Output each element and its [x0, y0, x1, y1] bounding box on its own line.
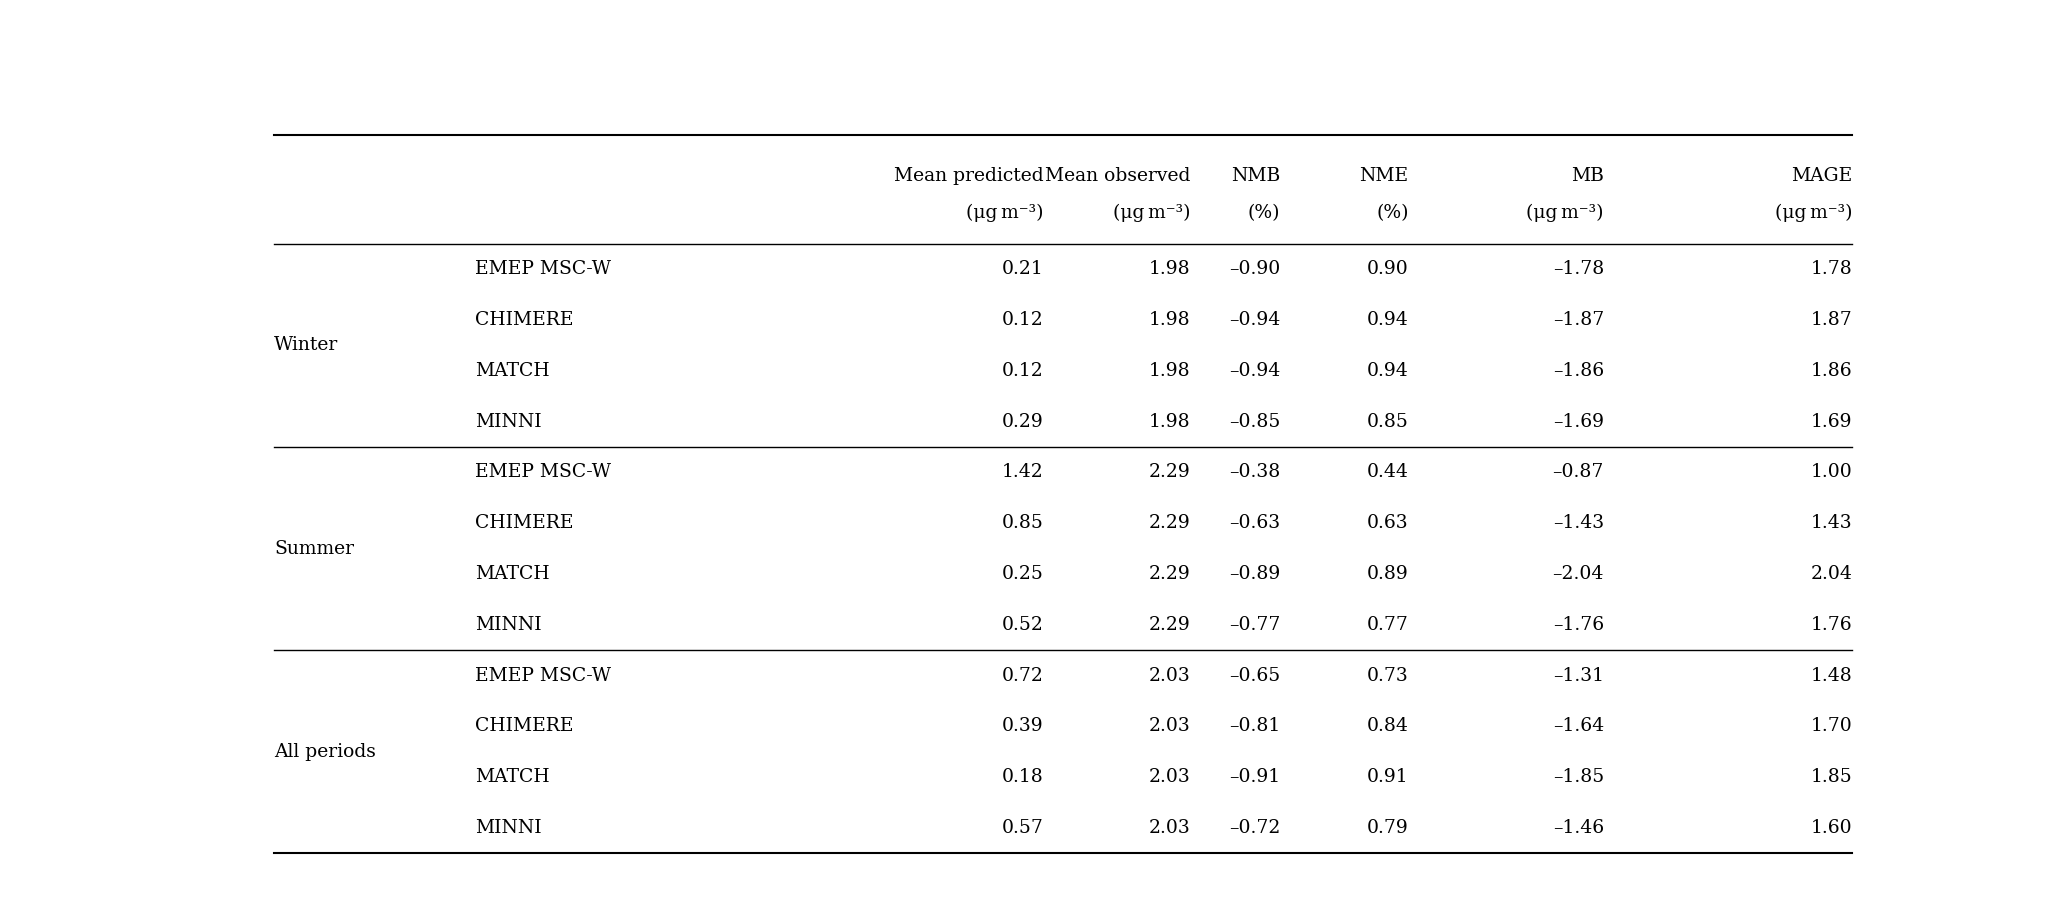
Text: (μg m⁻³): (μg m⁻³): [1776, 204, 1852, 223]
Text: Winter: Winter: [275, 336, 339, 354]
Text: 0.57: 0.57: [1000, 819, 1044, 837]
Text: 2.29: 2.29: [1149, 565, 1191, 583]
Text: 2.03: 2.03: [1149, 769, 1191, 786]
Text: 0.44: 0.44: [1366, 463, 1408, 482]
Text: 0.91: 0.91: [1366, 769, 1408, 786]
Text: Mean observed: Mean observed: [1046, 167, 1191, 185]
Text: 1.69: 1.69: [1811, 413, 1852, 431]
Text: 0.84: 0.84: [1366, 717, 1408, 736]
Text: MINNI: MINNI: [475, 616, 542, 634]
Text: –1.46: –1.46: [1552, 819, 1604, 837]
Text: 0.25: 0.25: [1000, 565, 1044, 583]
Text: –0.87: –0.87: [1552, 463, 1604, 482]
Text: MATCH: MATCH: [475, 362, 550, 380]
Text: 0.72: 0.72: [1000, 667, 1044, 684]
Text: –1.85: –1.85: [1552, 769, 1604, 786]
Text: 1.98: 1.98: [1149, 311, 1191, 329]
Text: 0.18: 0.18: [1002, 769, 1044, 786]
Text: (%): (%): [1248, 204, 1279, 223]
Text: 0.39: 0.39: [1002, 717, 1044, 736]
Text: NME: NME: [1360, 167, 1408, 185]
Text: 0.12: 0.12: [1002, 362, 1044, 380]
Text: Summer: Summer: [275, 540, 353, 558]
Text: (μg m⁻³): (μg m⁻³): [1528, 204, 1604, 223]
Text: 2.04: 2.04: [1811, 565, 1852, 583]
Text: –0.77: –0.77: [1230, 616, 1279, 634]
Text: –1.31: –1.31: [1552, 667, 1604, 684]
Text: –2.04: –2.04: [1552, 565, 1604, 583]
Text: 0.29: 0.29: [1002, 413, 1044, 431]
Text: 1.78: 1.78: [1811, 260, 1852, 278]
Text: (%): (%): [1377, 204, 1408, 223]
Text: –0.81: –0.81: [1230, 717, 1279, 736]
Text: 0.90: 0.90: [1366, 260, 1408, 278]
Text: 1.87: 1.87: [1811, 311, 1852, 329]
Text: (μg m⁻³): (μg m⁻³): [1114, 204, 1191, 223]
Text: –0.90: –0.90: [1230, 260, 1279, 278]
Text: 0.94: 0.94: [1366, 362, 1408, 380]
Text: –1.86: –1.86: [1552, 362, 1604, 380]
Text: 0.73: 0.73: [1366, 667, 1408, 684]
Text: –0.72: –0.72: [1230, 819, 1279, 837]
Text: 1.43: 1.43: [1811, 514, 1852, 532]
Text: –0.94: –0.94: [1230, 311, 1279, 329]
Text: CHIMERE: CHIMERE: [475, 514, 573, 532]
Text: MATCH: MATCH: [475, 769, 550, 786]
Text: EMEP MSC-W: EMEP MSC-W: [475, 260, 610, 278]
Text: MAGE: MAGE: [1790, 167, 1852, 185]
Text: CHIMERE: CHIMERE: [475, 717, 573, 736]
Text: 0.77: 0.77: [1366, 616, 1408, 634]
Text: –0.91: –0.91: [1230, 769, 1279, 786]
Text: –0.63: –0.63: [1230, 514, 1279, 532]
Text: 1.98: 1.98: [1149, 260, 1191, 278]
Text: CHIMERE: CHIMERE: [475, 311, 573, 329]
Text: 0.89: 0.89: [1366, 565, 1408, 583]
Text: (μg m⁻³): (μg m⁻³): [965, 204, 1044, 223]
Text: –1.69: –1.69: [1552, 413, 1604, 431]
Text: MINNI: MINNI: [475, 819, 542, 837]
Text: 0.21: 0.21: [1002, 260, 1044, 278]
Text: 1.86: 1.86: [1811, 362, 1852, 380]
Text: 2.29: 2.29: [1149, 463, 1191, 482]
Text: 2.03: 2.03: [1149, 717, 1191, 736]
Text: 0.85: 0.85: [1000, 514, 1044, 532]
Text: 0.94: 0.94: [1366, 311, 1408, 329]
Text: 1.76: 1.76: [1811, 616, 1852, 634]
Text: –1.43: –1.43: [1552, 514, 1604, 532]
Text: 2.29: 2.29: [1149, 514, 1191, 532]
Text: –1.64: –1.64: [1552, 717, 1604, 736]
Text: Mean predicted: Mean predicted: [893, 167, 1044, 185]
Text: 1.42: 1.42: [1002, 463, 1044, 482]
Text: NMB: NMB: [1232, 167, 1279, 185]
Text: All periods: All periods: [275, 743, 376, 761]
Text: 1.48: 1.48: [1811, 667, 1852, 684]
Text: 0.63: 0.63: [1366, 514, 1408, 532]
Text: 0.12: 0.12: [1002, 311, 1044, 329]
Text: –0.38: –0.38: [1230, 463, 1279, 482]
Text: 1.70: 1.70: [1811, 717, 1852, 736]
Text: –1.76: –1.76: [1552, 616, 1604, 634]
Text: 0.79: 0.79: [1366, 819, 1408, 837]
Text: 1.98: 1.98: [1149, 362, 1191, 380]
Text: 2.03: 2.03: [1149, 819, 1191, 837]
Text: EMEP MSC-W: EMEP MSC-W: [475, 667, 610, 684]
Text: 1.60: 1.60: [1811, 819, 1852, 837]
Text: 0.85: 0.85: [1366, 413, 1408, 431]
Text: 1.98: 1.98: [1149, 413, 1191, 431]
Text: 0.52: 0.52: [1000, 616, 1044, 634]
Text: MATCH: MATCH: [475, 565, 550, 583]
Text: 1.00: 1.00: [1811, 463, 1852, 482]
Text: –0.85: –0.85: [1230, 413, 1279, 431]
Text: –1.78: –1.78: [1552, 260, 1604, 278]
Text: EMEP MSC-W: EMEP MSC-W: [475, 463, 610, 482]
Text: –0.65: –0.65: [1230, 667, 1279, 684]
Text: –1.87: –1.87: [1552, 311, 1604, 329]
Text: –0.89: –0.89: [1230, 565, 1279, 583]
Text: MINNI: MINNI: [475, 413, 542, 431]
Text: 1.85: 1.85: [1811, 769, 1852, 786]
Text: 2.29: 2.29: [1149, 616, 1191, 634]
Text: 2.03: 2.03: [1149, 667, 1191, 684]
Text: MB: MB: [1571, 167, 1604, 185]
Text: –0.94: –0.94: [1230, 362, 1279, 380]
